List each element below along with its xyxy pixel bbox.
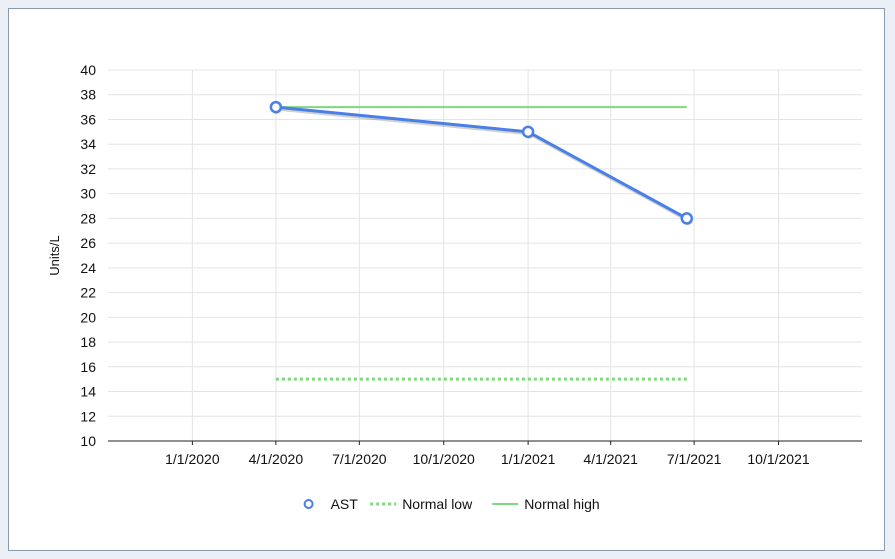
ast-point[interactable] [269,100,283,114]
x-tick-label: 4/1/2021 [583,451,638,467]
y-tick-label: 16 [80,359,96,375]
y-axis-ticks: 10 12 14 16 18 20 22 24 26 28 30 32 34 36 38 40 [80,62,96,449]
y-axis-title: Units/L [47,235,62,275]
chart-frame [8,8,885,551]
y-tick-label: 12 [80,408,96,424]
y-tick-label: 20 [80,309,96,325]
x-tick-label: 4/1/2020 [249,451,304,467]
y-tick-label: 40 [80,62,96,78]
x-tick-label: 7/1/2020 [332,451,387,467]
y-tick-label: 14 [80,384,96,400]
legend: AST Normal low Normal high [303,496,600,512]
y-tick-label: 36 [80,111,96,127]
legend-label-normal-high: Normal high [524,496,599,512]
y-tick-label: 24 [80,260,96,276]
y-tick-label: 38 [80,87,96,103]
y-tick-label: 18 [80,334,96,350]
y-tick-label: 26 [80,235,96,251]
grid [108,69,862,441]
x-axis-ticks: 1/1/2020 4/1/2020 7/1/2020 10/1/2020 1/1/202… [165,441,810,467]
x-tick-label: 1/1/2020 [165,451,220,467]
legend-marker-ast [303,499,314,509]
x-tick-label: 1/1/2021 [501,451,556,467]
legend-item-normal-low[interactable]: Normal low [370,496,473,512]
x-tick-label: 7/1/2021 [667,451,722,467]
ast-line-shadow [276,107,689,222]
legend-item-normal-high[interactable]: Normal high [492,496,600,512]
y-tick-label: 34 [80,136,96,152]
legend-item-ast[interactable]: AST [303,496,359,512]
y-tick-label: 30 [80,186,96,202]
x-tick-label: 10/1/2020 [413,451,475,467]
ast-point[interactable] [680,212,694,225]
ast-line [275,105,688,220]
ast-point[interactable] [521,125,535,139]
y-tick-label: 28 [80,210,96,226]
y-tick-label: 10 [80,433,96,449]
x-tick-label: 10/1/2021 [747,451,809,467]
series-layer [269,100,694,381]
y-tick-label: 32 [80,161,96,177]
y-tick-label: 22 [80,285,96,301]
legend-label-normal-low: Normal low [402,496,473,512]
legend-label-ast: AST [331,496,359,512]
